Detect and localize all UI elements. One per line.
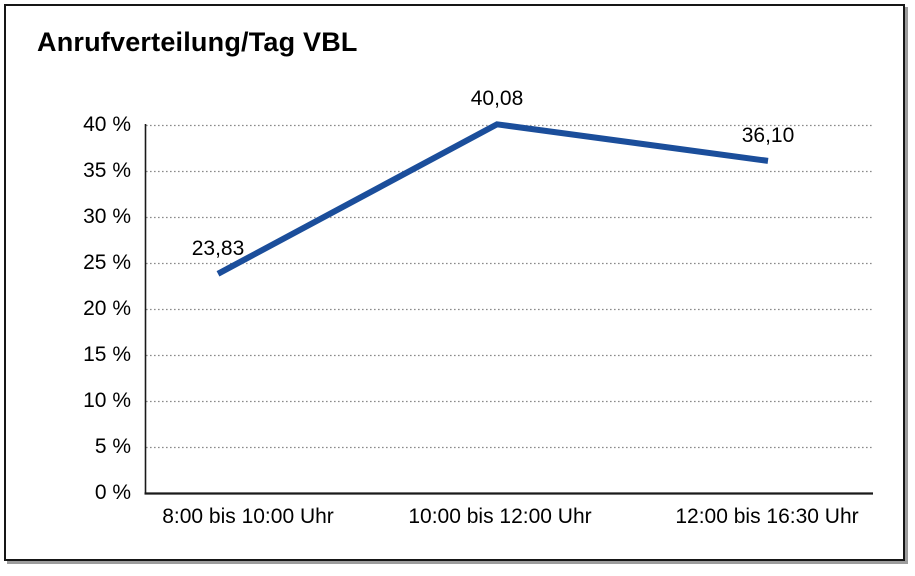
y-tick-label: 35 % <box>83 159 131 182</box>
data-point-label: 36,10 <box>741 123 795 147</box>
y-tick-label: 15 % <box>83 343 131 366</box>
y-tick-label: 0 % <box>94 481 131 504</box>
chart-frame <box>4 4 905 561</box>
x-category-label: 12:00 bis 16:30 Uhr <box>675 505 859 528</box>
data-point-label: 40,08 <box>470 87 524 111</box>
y-tick-label: 30 % <box>83 205 131 228</box>
data-line <box>216 121 769 277</box>
x-category-label: 10:00 bis 12:00 Uhr <box>408 505 592 528</box>
data-point-label: 23,83 <box>191 236 245 260</box>
y-tick-label: 40 % <box>83 113 131 136</box>
y-tick-label: 10 % <box>83 389 131 412</box>
chart-title: Anrufverteilung/Tag VBL <box>37 27 358 57</box>
y-tick-label: 5 % <box>94 435 131 458</box>
y-tick-label: 25 % <box>83 251 131 274</box>
y-tick-label: 20 % <box>83 297 131 320</box>
x-category-label: 8:00 bis 10:00 Uhr <box>162 505 334 528</box>
